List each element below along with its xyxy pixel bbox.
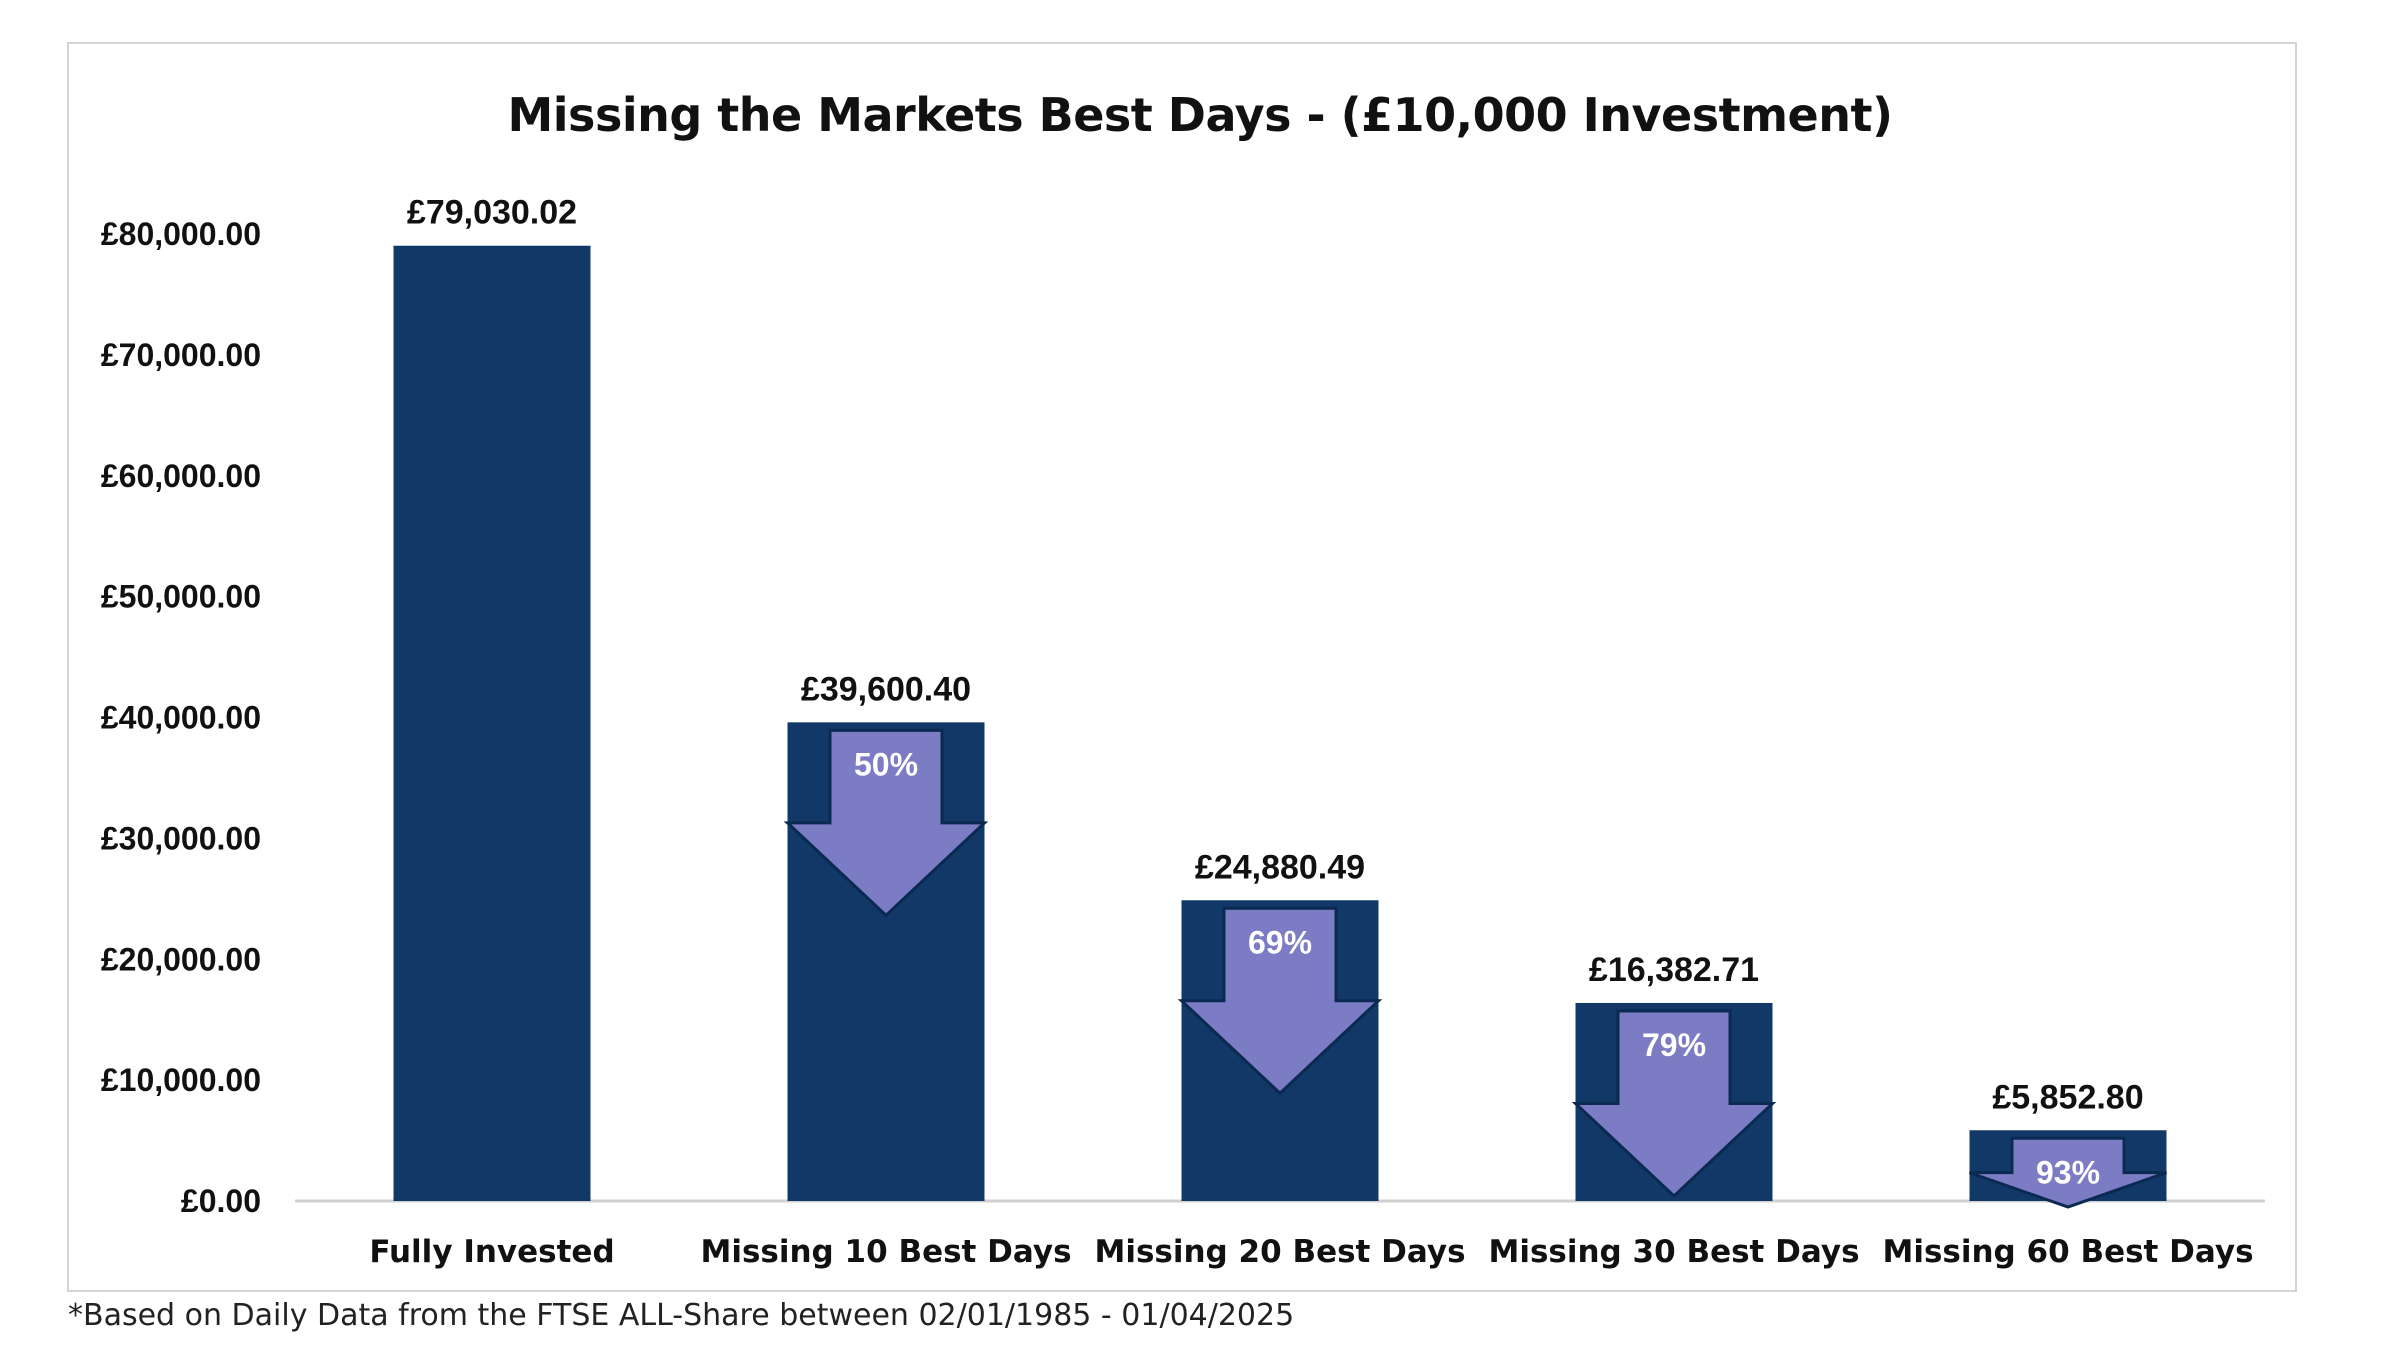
data-label: £79,030.02 [407, 194, 577, 232]
data-label: £5,852.80 [1992, 1078, 2143, 1116]
y-tick-label: £70,000.00 [101, 337, 261, 373]
x-tick-label: Missing 30 Best Days [1488, 1234, 1859, 1270]
x-tick-label: Missing 60 Best Days [1882, 1234, 2253, 1270]
reduction-label: 79% [1642, 1027, 1706, 1063]
down-arrow-icon [783, 728, 989, 918]
x-tick-label: Missing 10 Best Days [700, 1234, 1071, 1270]
y-tick-label: £50,000.00 [101, 579, 261, 615]
y-tick-label: £60,000.00 [101, 458, 261, 494]
x-tick-label: Fully Invested [369, 1234, 614, 1270]
down-arrow-icon [1177, 906, 1383, 1096]
reduction-label: 93% [2036, 1154, 2100, 1190]
chart-title: Missing the Markets Best Days - (£10,000… [507, 88, 1893, 142]
data-label: £24,880.49 [1195, 848, 1365, 886]
y-tick-label: £40,000.00 [101, 700, 261, 736]
y-tick-label: £80,000.00 [101, 216, 261, 252]
data-label: £16,382.71 [1589, 951, 1759, 989]
data-label: £39,600.40 [801, 670, 971, 708]
footnote: *Based on Daily Data from the FTSE ALL-S… [68, 1298, 1295, 1333]
down-arrow-icon [1969, 1136, 2167, 1209]
down-arrow-icon [1571, 1009, 1777, 1199]
y-tick-label: £20,000.00 [101, 941, 261, 977]
bar [393, 245, 591, 1202]
y-tick-label: £0.00 [181, 1183, 261, 1219]
reduction-label: 69% [1248, 924, 1312, 960]
y-tick-label: £30,000.00 [101, 820, 261, 856]
reduction-label: 50% [854, 746, 918, 782]
y-tick-label: £10,000.00 [101, 1062, 261, 1098]
x-tick-label: Missing 20 Best Days [1094, 1234, 1465, 1270]
